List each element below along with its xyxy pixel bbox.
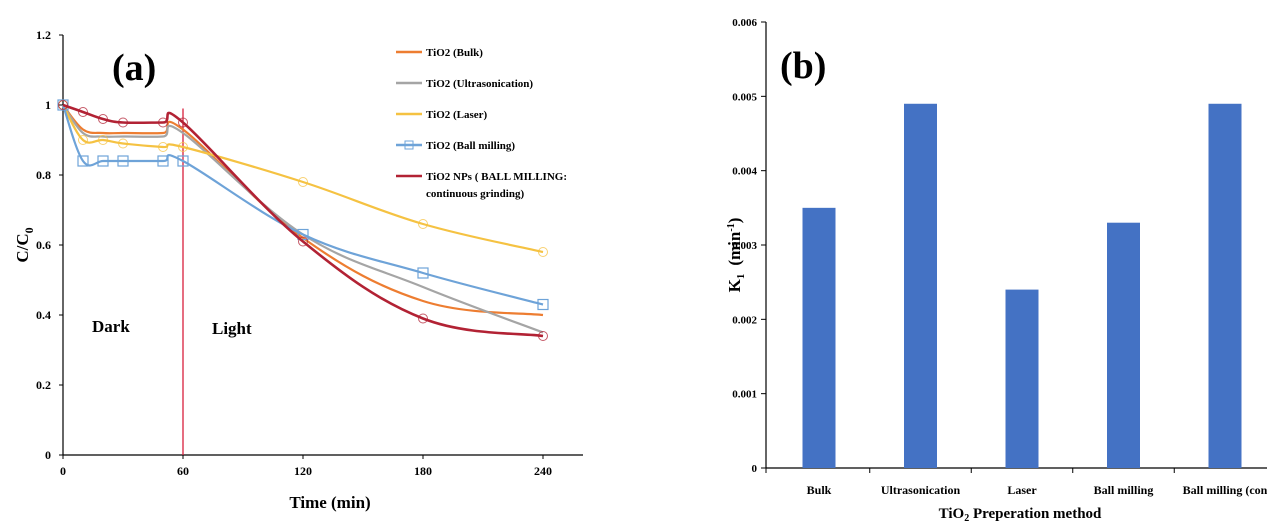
chart-a-data-point <box>298 177 308 187</box>
chart-a-x-tick-label: 180 <box>414 464 432 478</box>
chart-a-data-point <box>417 267 429 279</box>
chart-a-legend-label: TiO2 (Laser) <box>426 109 488 121</box>
chart-a-axes: 0 0.2 0.4 0.6 0.8 1 1.2 0 60 120 180 240 <box>36 28 583 478</box>
chart-a-data-point <box>177 155 189 167</box>
chart-a-data-point <box>158 117 168 128</box>
chart-a-y-axis-title-group: C/C0 <box>13 227 36 262</box>
chart-b-bar <box>1005 289 1039 468</box>
chart-a-y-tick-label: 1 <box>45 98 51 112</box>
chart-a-series-line <box>62 104 544 334</box>
chart-b-panel-label: (b) <box>780 45 826 87</box>
chart-b-x-tick-label: Laser <box>1007 483 1037 497</box>
chart-a-legend-marker <box>404 140 414 150</box>
chart-b-x-axis-title: TiO2 Preperation method <box>939 506 1102 522</box>
chart-b-y-tick-label: 0 <box>752 463 758 475</box>
chart-a-series-line <box>61 104 544 306</box>
chart-a-y-tick-label: 0.8 <box>36 168 51 182</box>
chart-a-x-axis-title: Time (min) <box>289 493 370 512</box>
chart-a-data-point <box>117 155 129 167</box>
chart-b-bar <box>904 103 937 469</box>
chart-a-data-point <box>298 236 308 247</box>
chart-b-x-tick-label: Ultrasonication <box>881 483 961 497</box>
chart-a-y-tick-label: 0.6 <box>36 238 51 252</box>
chart-a-data-point <box>418 219 428 229</box>
chart-a-data-point <box>118 138 128 149</box>
chart-a-data-point <box>157 155 169 167</box>
chart-a-series-line <box>62 103 544 338</box>
chart-a-data-point <box>118 117 128 128</box>
chart-a-legend-label: TiO2 (Ultrasonication) <box>426 78 533 90</box>
chart-a-data-point <box>538 331 548 341</box>
chart-a-y-tick-label: 1.2 <box>36 28 51 42</box>
chart-b-bar <box>1208 103 1242 469</box>
chart-a-y-axis-title: C/C0 <box>13 227 36 262</box>
chart-a-series <box>57 99 549 341</box>
chart-b-axes: 0 0.001 0.002 0.003 0.004 0.005 0.006 Bulk Ultra… <box>732 17 1267 497</box>
chart-a-series-line <box>62 104 544 317</box>
chart-a-dark-label: Dark <box>92 317 130 336</box>
chart-b-x-tick-label: Ball milling <box>1094 483 1154 497</box>
chart-a-data-point <box>178 117 188 128</box>
chart-a-data-point <box>97 155 109 167</box>
chart-b-y-axis-title: K1(min-1) <box>725 218 747 293</box>
chart-b-y-tick-label: 0.002 <box>732 314 757 326</box>
chart-a-x-tick-label: 60 <box>177 464 189 478</box>
chart-a-x-tick-label: 240 <box>534 464 552 478</box>
chart-a-legend: TiO2 (Bulk) TiO2 (Ultrasonication) TiO2 (L… <box>396 47 567 200</box>
chart-b-y-tick-label: 0.006 <box>732 17 757 29</box>
chart-a-legend-label: TiO2 NPs ( BALL MILLING: <box>426 171 567 183</box>
chart-b-y-tick-label: 0.001 <box>732 389 757 401</box>
chart-a-y-tick-label: 0.2 <box>36 378 51 392</box>
chart-b-x-tick-label: Ball milling (con <box>1183 483 1267 497</box>
chart-a-x-tick-label: 0 <box>60 464 66 478</box>
chart-a-data-point <box>98 135 108 145</box>
chart-a-y-tick-label: 0.4 <box>36 308 51 322</box>
chart-a-x-tick-label: 120 <box>294 464 312 478</box>
chart-b-bars <box>802 103 1242 469</box>
chart-a-legend-label-line2: continuous grinding) <box>426 188 524 200</box>
chart-a-legend-label: TiO2 (Bulk) <box>426 47 483 59</box>
chart-a-data-point <box>297 228 309 241</box>
chart-a-data-point <box>78 107 88 117</box>
chart-b-y-tick-label: 0.004 <box>732 166 757 178</box>
chart-a-series-line <box>62 104 544 254</box>
chart-a-light-label: Light <box>212 319 252 338</box>
chart-a-panel-label: (a) <box>112 47 156 89</box>
chart-b-y-tick-label: 0.005 <box>732 91 757 103</box>
chart-a-y-tick-label: 0 <box>45 448 51 462</box>
chart-b-y-axis-title-group: K1(min-1) <box>725 218 747 293</box>
chart-a-data-point <box>158 142 168 152</box>
chart-a-data-point <box>537 298 549 311</box>
chart-b-y-tick-label: 0.003 <box>732 240 757 252</box>
chart-b-bar <box>1107 222 1140 468</box>
chart-a-data-point <box>538 247 548 257</box>
chart-a-data-point <box>58 100 68 110</box>
chart-a-legend-label: TiO2 (Ball milling) <box>426 140 515 152</box>
chart-b-x-tick-label: Bulk <box>807 483 832 497</box>
chart-a-data-point <box>178 142 188 152</box>
chart-a-data-point <box>78 135 88 145</box>
chart-a-data-point <box>418 313 428 324</box>
chart-a-data-point <box>98 114 108 124</box>
chart-b-bar <box>802 207 836 469</box>
chart-a-data-point <box>77 155 89 167</box>
